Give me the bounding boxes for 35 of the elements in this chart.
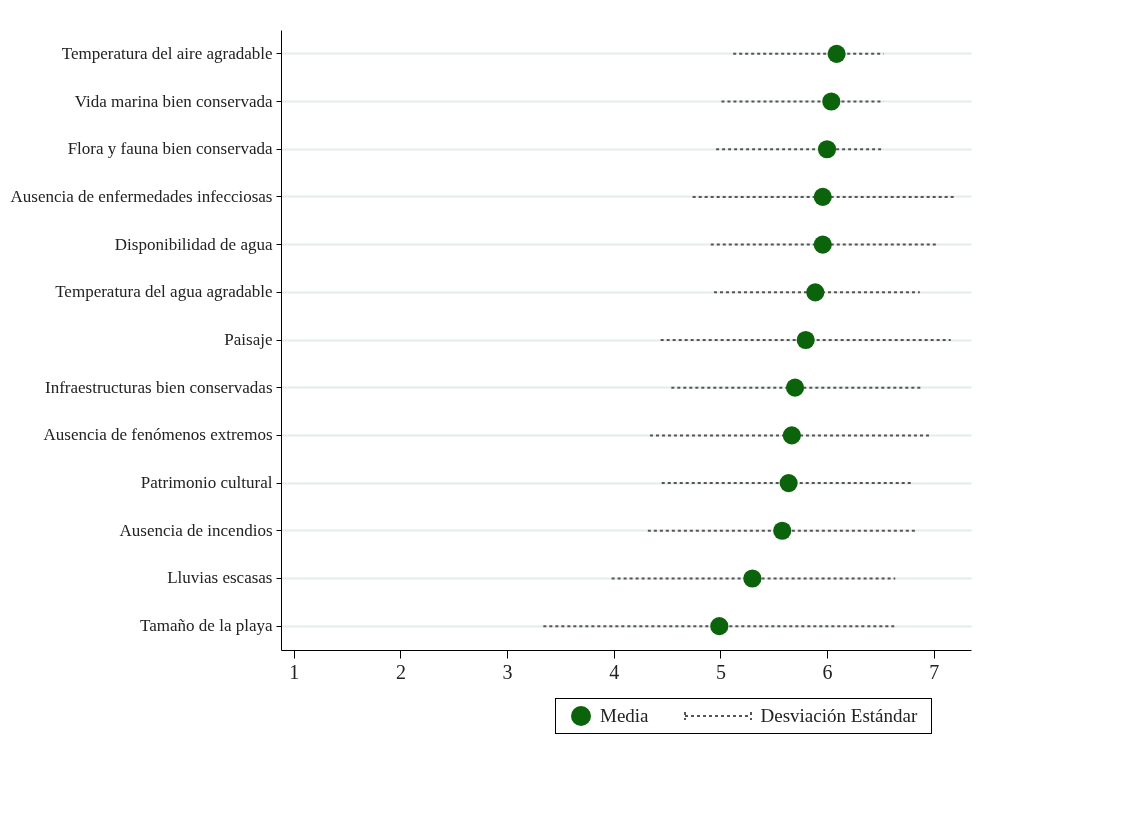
x-tick-label: 5 <box>715 660 726 683</box>
point <box>782 426 801 445</box>
text: Desviación Estándar <box>760 705 918 727</box>
y-tick-label: Infraestructuras bien conservadas <box>44 377 273 397</box>
point <box>813 235 832 254</box>
point <box>773 521 792 540</box>
y-tick-label: Disponibilidad de agua <box>114 234 273 254</box>
y-tick-label: Vida marina bien conservada <box>74 91 273 111</box>
point <box>779 474 798 493</box>
y-tick-label: Ausencia de incendios <box>119 520 273 540</box>
x-tick-label: 2 <box>395 660 406 683</box>
point <box>785 378 805 397</box>
point <box>710 617 729 636</box>
point <box>817 140 837 159</box>
point <box>827 44 846 63</box>
y-tick-label: Tamaño de la playa <box>140 616 273 636</box>
x-tick-label: 3 <box>502 660 513 683</box>
y-tick-label: Ausencia de enfermedades infecciosas <box>10 186 273 206</box>
y-tick-label: Flora y fauna bien conservada <box>67 139 273 159</box>
y-tick-label: Temperatura del aire agradable <box>61 43 273 63</box>
y-tick-label: Lluvias escasas <box>167 568 273 588</box>
x-tick-label: 1 <box>289 660 300 683</box>
point <box>813 187 832 206</box>
y-tick-label: Temperatura del agua agradable <box>55 282 273 302</box>
point <box>822 92 841 111</box>
x-tick-label: 4 <box>609 660 620 683</box>
y-tick-label: Paisaje <box>224 330 273 349</box>
y-tick-label: Ausencia de fenómenos extremos <box>43 425 273 445</box>
y-tick-label: Patrimonio cultural <box>140 473 273 493</box>
legend-label: Media <box>600 705 649 727</box>
x-tick-label: 6 <box>822 660 833 683</box>
point <box>806 283 825 302</box>
point <box>796 330 815 350</box>
point <box>743 569 762 588</box>
x-tick-label: 7 <box>929 660 940 683</box>
